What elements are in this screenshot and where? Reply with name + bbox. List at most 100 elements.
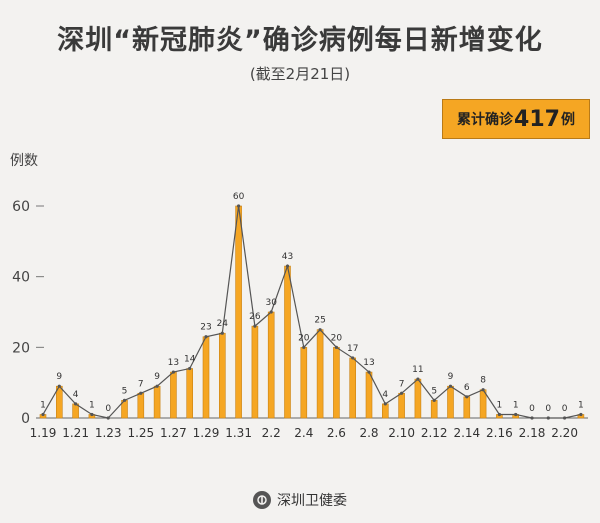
x-tick-label: 2.2 — [262, 426, 281, 440]
trend-point — [351, 356, 355, 360]
trend-point — [367, 370, 371, 374]
trend-point — [220, 331, 224, 335]
trend-point — [106, 416, 110, 420]
data-label: 4 — [73, 390, 79, 400]
trend-point — [546, 416, 550, 420]
x-tick-label: 2.14 — [453, 426, 480, 440]
data-label: 4 — [382, 390, 388, 400]
x-tick-label: 2.16 — [486, 426, 513, 440]
x-tick-label: 1.25 — [127, 426, 154, 440]
chart-subtitle: (截至2月21日) — [249, 65, 351, 83]
x-tick-label: 2.20 — [551, 426, 578, 440]
data-label: 26 — [249, 312, 261, 322]
data-label: 1 — [578, 400, 584, 410]
trend-point — [465, 395, 469, 399]
bar — [267, 311, 275, 419]
trend-point — [237, 204, 241, 208]
x-tick-label: 1.23 — [95, 426, 122, 440]
total-value: 417 — [514, 106, 560, 132]
trend-point — [139, 391, 143, 395]
trend-point — [432, 398, 436, 402]
footer-source: 深圳卫健委 — [277, 493, 347, 509]
bar — [365, 371, 373, 419]
bar — [72, 403, 79, 419]
x-tick-label: 1.29 — [193, 426, 220, 440]
bar — [414, 378, 422, 419]
data-label: 9 — [154, 372, 160, 382]
data-label: 7 — [138, 379, 144, 389]
bar — [153, 385, 161, 419]
data-label: 60 — [233, 192, 245, 202]
trend-point — [122, 398, 127, 402]
x-tick-label: 2.6 — [327, 426, 346, 440]
trend-point — [74, 402, 78, 406]
y-tick-label: 0 — [21, 411, 30, 427]
trend-point — [155, 384, 159, 388]
bar — [284, 265, 291, 419]
data-label: 0 — [105, 404, 111, 414]
data-label: 1 — [89, 400, 95, 410]
bar — [333, 347, 340, 419]
x-tick-label: 2.8 — [359, 426, 378, 440]
bar — [349, 357, 357, 419]
bar — [447, 385, 454, 419]
data-label: 9 — [56, 372, 62, 382]
bar — [202, 336, 210, 419]
data-label: 13 — [363, 358, 374, 368]
data-label: 17 — [347, 344, 358, 354]
data-label: 7 — [399, 379, 405, 389]
trend-point — [334, 345, 338, 349]
trend-point — [400, 391, 404, 395]
x-tick-label: 2.10 — [388, 426, 415, 440]
data-label: 14 — [184, 355, 196, 365]
x-tick-label: 1.27 — [160, 426, 187, 440]
data-label: 25 — [314, 316, 325, 326]
bar — [251, 325, 259, 419]
trend-point — [90, 412, 94, 417]
y-tick-label: 40 — [12, 270, 30, 286]
data-label: 0 — [562, 404, 568, 414]
total-confirmed-badge: 累计确诊 417 例 — [442, 99, 590, 139]
data-label: 30 — [265, 298, 277, 308]
trend-point — [188, 366, 192, 371]
data-label: 0 — [545, 404, 551, 414]
trend-point — [579, 412, 583, 417]
x-tick-label: 2.18 — [519, 426, 546, 440]
y-tick-label: 20 — [12, 340, 30, 356]
health-commission-logo-icon — [253, 491, 271, 509]
data-label: 20 — [331, 333, 343, 343]
data-label: 11 — [412, 365, 423, 375]
data-label: 8 — [480, 376, 486, 386]
data-label: 1 — [40, 400, 46, 410]
trend-line — [42, 205, 582, 419]
bar — [381, 403, 389, 419]
trend-point — [57, 384, 61, 388]
x-tick-label: 2.12 — [421, 426, 448, 440]
bar — [219, 332, 226, 419]
bar — [398, 392, 405, 419]
trend-point — [204, 335, 208, 339]
data-label: 23 — [200, 323, 211, 333]
trend-point — [563, 416, 567, 420]
x-tick-label: 2.4 — [294, 426, 313, 440]
bar — [235, 205, 242, 419]
x-tick-label: 1.21 — [62, 426, 89, 440]
trend-point — [269, 310, 273, 314]
data-label: 43 — [282, 252, 293, 262]
y-tick-label: 60 — [12, 199, 30, 215]
data-label: 6 — [464, 383, 470, 393]
data-label: 5 — [431, 386, 437, 396]
data-label: 0 — [529, 404, 535, 414]
bar — [186, 368, 193, 419]
trend-point — [497, 412, 501, 417]
y-axis-label: 例数 — [10, 153, 38, 169]
trend-point — [448, 384, 453, 388]
data-label: 13 — [168, 358, 179, 368]
data-label: 5 — [122, 386, 128, 396]
footer: 深圳卫健委 — [0, 490, 600, 510]
data-label: 20 — [298, 333, 310, 343]
data-label: 24 — [217, 319, 229, 329]
x-tick-label: 1.31 — [225, 426, 252, 440]
trend-point — [302, 345, 306, 349]
